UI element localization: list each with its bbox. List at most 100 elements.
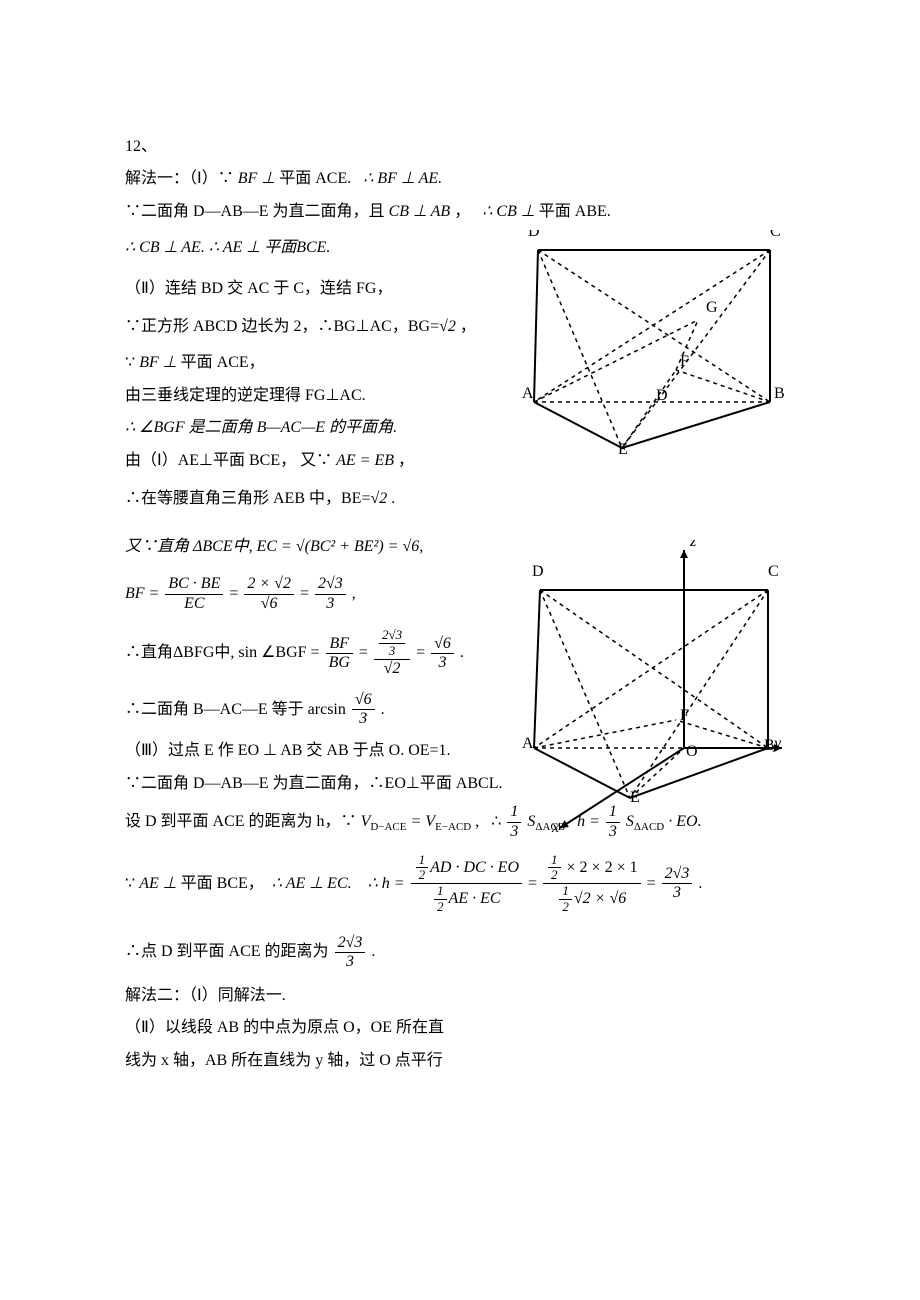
denominator: √6 xyxy=(244,595,294,613)
fraction: 13 xyxy=(507,803,521,841)
solution1-part2-eq-ec: 又∵直角 ΔBCE中, EC = √(BC² + BE²) = √6, xyxy=(125,532,795,562)
rest: √2 × √6 xyxy=(574,891,626,908)
text: · EO. xyxy=(668,813,701,830)
text: · h = xyxy=(569,813,604,830)
denominator: EC xyxy=(165,595,223,613)
v: = V xyxy=(411,813,436,830)
text: 由（Ⅰ）AE⊥平面 BCE， 又∵ xyxy=(125,452,332,469)
eq: = xyxy=(528,875,541,892)
text: ∴二面角 B—AC—E 等于 arcsin xyxy=(125,701,346,718)
rest: AE · EC xyxy=(449,891,501,908)
text: . xyxy=(381,701,385,718)
solution2-part2-line1: （Ⅱ）以线段 AB 的中点为原点 O，OE 所在直 xyxy=(125,1013,795,1043)
solution1-part2-result: ∴二面角 B—AC—E 等于 arcsin √63 . xyxy=(125,689,795,731)
numerator: √6 xyxy=(352,691,375,710)
numerator: 2√3 xyxy=(662,865,693,884)
text: ∴点 D 到平面 ACE 的距离为 xyxy=(125,943,329,960)
numerator: 2 × √2 xyxy=(244,575,294,594)
fraction: BFBG xyxy=(326,635,353,673)
fraction: 2√33 xyxy=(662,865,693,903)
rest: AD · DC · EO xyxy=(430,859,519,876)
fraction: 13 xyxy=(606,803,620,841)
problem-number: 12、 xyxy=(125,132,795,162)
expr: ∴ AE ⊥ EC. xyxy=(272,875,352,892)
expr: AE = EB xyxy=(336,452,394,469)
num-inner: 1 xyxy=(548,853,561,869)
numerator: BF xyxy=(326,635,353,654)
sub: ΔACD xyxy=(634,821,664,833)
solution1-part1-line2: ∵二面角 D—AB—E 为直二面角，且 CB ⊥ AB ， ∴ CB ⊥ 平面 … xyxy=(125,197,795,227)
text: 解法一：（Ⅰ）∵ xyxy=(125,170,234,187)
fraction: BC · BEEC xyxy=(165,575,223,613)
denominator: 3 xyxy=(606,823,620,841)
text: ， xyxy=(454,203,470,220)
expr: BF ⊥ xyxy=(238,170,275,187)
expr: √2 xyxy=(439,318,456,335)
numerator: 2√33 xyxy=(374,628,410,660)
solution1-part1-line3: ∴ CB ⊥ AE. ∴ AE ⊥ 平面BCE. xyxy=(125,233,795,263)
fraction: 12 × 2 × 2 × 1 12√2 × √6 xyxy=(543,853,641,916)
num-inner: 1 xyxy=(559,884,572,900)
text: . xyxy=(698,875,702,892)
fraction: 12AD · DC · EO 12AE · EC xyxy=(411,853,522,916)
denominator: 3 xyxy=(431,654,454,672)
denominator: 3 xyxy=(315,595,346,613)
sub: E−ACD xyxy=(435,821,471,833)
sub: ΔACB xyxy=(535,821,565,833)
eq: = xyxy=(416,644,429,661)
solution1-part2-eq-bf: BF = BC · BEEC = 2 × √2√6 = 2√33 , xyxy=(125,573,795,615)
text: , xyxy=(475,813,479,830)
num-inner: 2√3 xyxy=(379,628,405,644)
text: 平面 ACE. xyxy=(279,170,351,187)
numerator: 2√3 xyxy=(335,934,366,953)
rest: × 2 × 2 × 1 xyxy=(563,859,638,876)
text: ∵ xyxy=(125,875,135,892)
fraction: 2 × √2√6 xyxy=(244,575,294,613)
text: . xyxy=(387,490,395,507)
text: BF = xyxy=(125,585,163,602)
text: . xyxy=(460,644,464,661)
text: ∵ xyxy=(125,354,135,371)
text: . xyxy=(371,943,375,960)
denominator: 12AE · EC xyxy=(411,884,522,915)
numerator: 12 × 2 × 2 × 1 xyxy=(543,853,641,885)
numerator: 1 xyxy=(507,803,521,822)
text: 平面 BCE， xyxy=(181,875,264,892)
denominator: 12√2 × √6 xyxy=(543,884,641,915)
eq: = xyxy=(300,585,313,602)
solution1-part2-line6: 由（Ⅰ）AE⊥平面 BCE， 又∵ AE = EB ， xyxy=(125,446,795,476)
solution1-part3-line1: （Ⅲ）过点 E 作 EO ⊥ AB 交 AB 于点 O. OE=1. xyxy=(125,736,795,766)
den-inner: 2 xyxy=(434,900,447,915)
solution1-part3-line2: ∵二面角 D—AB—E 为直二面角，∴EO⊥平面 ABCL. xyxy=(125,769,795,799)
expr: ∴ CB ⊥ xyxy=(482,203,535,220)
solution2-part2-line2: 线为 x 轴，AB 所在直线为 y 轴，过 O 点平行 xyxy=(125,1046,795,1076)
text: ∴在等腰直角三角形 AEB 中，BE= xyxy=(125,490,370,507)
den-inner: 2 xyxy=(416,868,429,883)
expr: CB ⊥ AB xyxy=(389,203,451,220)
denominator: 3 xyxy=(335,953,366,971)
solution1-part2-line4: 由三垂线定理的逆定理得 FG⊥AC. xyxy=(125,381,795,411)
s: S xyxy=(626,813,634,830)
text: ∴ h = xyxy=(368,875,409,892)
solution1-part2-line3: ∵ BF ⊥ 平面 ACE， xyxy=(125,348,795,378)
expr: AE ⊥ xyxy=(139,875,176,892)
numerator: 1 xyxy=(606,803,620,822)
fraction: √63 xyxy=(352,691,375,729)
solution1-part3-eq-h: ∵ AE ⊥ 平面 BCE， ∴ AE ⊥ EC. ∴ h = 12AD · D… xyxy=(125,853,795,916)
expr: BF ⊥ xyxy=(139,354,176,371)
denominator: 3 xyxy=(352,710,375,728)
num-inner: 1 xyxy=(434,884,447,900)
text: ∴ xyxy=(491,813,501,830)
solution1-part2-line1: （Ⅱ）连结 BD 交 AC 于 C，连结 FG， xyxy=(125,274,795,304)
solution1-part2-line2: ∵正方形 ABCD 边长为 2，∴BG⊥AC，BG=√2 ， xyxy=(125,312,795,342)
numerator: 2√3 xyxy=(315,575,346,594)
fraction: 2√33 xyxy=(315,575,346,613)
expr: √2 xyxy=(370,490,387,507)
text: ， xyxy=(398,452,414,469)
expr: ∴ ∠BGF 是二面角 B—AC—E 的平面角. xyxy=(125,419,397,436)
fraction: √63 xyxy=(431,635,454,673)
denominator: 3 xyxy=(662,884,693,902)
den-inner: 2 xyxy=(559,900,572,915)
text: 平面 ABE. xyxy=(539,203,611,220)
eq: = xyxy=(359,644,372,661)
